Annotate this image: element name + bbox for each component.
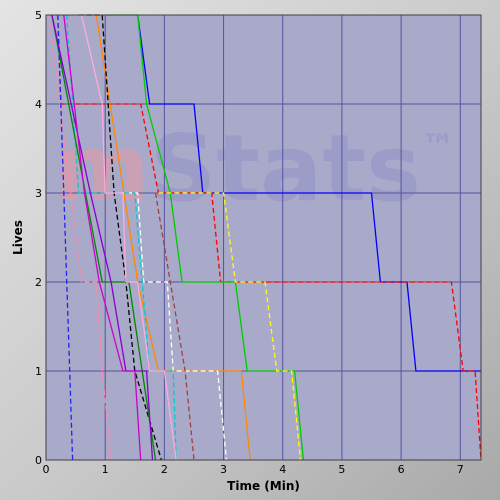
x-tick-label: 3: [220, 463, 227, 476]
x-axis-label: Time (Min): [227, 479, 300, 493]
watermark-trademark: ™: [421, 127, 455, 167]
y-tick-label: 4: [35, 98, 42, 111]
x-tick-label: 6: [398, 463, 405, 476]
series-line: [57, 14, 74, 461]
series-line: [57, 14, 482, 461]
series-line: [63, 14, 142, 461]
watermark-prefix: m: [54, 115, 150, 222]
x-tick-label: 0: [43, 463, 50, 476]
x-tick-label: 4: [279, 463, 286, 476]
y-tick-label: 0: [35, 454, 42, 467]
x-tick-label: 2: [161, 463, 168, 476]
y-axis-label: Lives: [11, 220, 25, 255]
y-tick-label: 5: [35, 9, 42, 22]
plot-border: [45, 14, 482, 461]
x-tick-label: 1: [102, 463, 109, 476]
watermark-text: mStats™: [54, 115, 455, 222]
series-line: [154, 192, 195, 461]
series-line: [111, 192, 228, 461]
series-line: [48, 14, 112, 461]
y-tick-label: 2: [35, 276, 42, 289]
x-tick-label: 5: [338, 463, 345, 476]
series-line: [72, 14, 177, 461]
y-tick-label: 3: [35, 187, 42, 200]
series-line: [137, 14, 481, 372]
series-line: [51, 14, 154, 461]
x-tick-label: 7: [457, 463, 464, 476]
series-line: [158, 192, 302, 461]
series-line: [66, 14, 177, 461]
plot-area: [46, 15, 481, 460]
watermark-main: Stats: [150, 115, 421, 222]
y-tick-label: 1: [35, 365, 42, 378]
